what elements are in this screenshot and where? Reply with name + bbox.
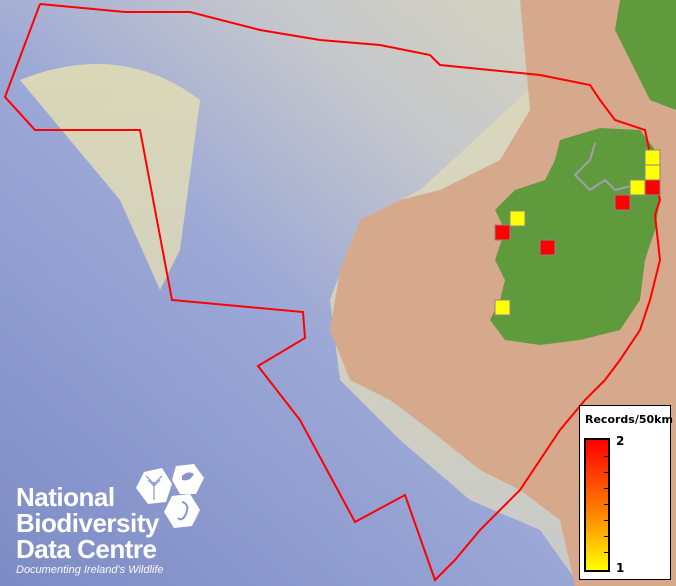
nbdc-logo: National Biodiversity Data Centre Docume… [16, 484, 164, 576]
record-cell[interactable] [494, 224, 511, 241]
logo-tagline: Documenting Ireland's Wildlife [16, 564, 164, 576]
logo-hexagons-icon [136, 464, 204, 528]
record-cell[interactable] [644, 164, 661, 181]
record-cell[interactable] [614, 194, 631, 211]
eez-boundary [3, 3, 662, 582]
legend: Records/50km 2 1 [579, 405, 673, 580]
record-cell[interactable] [644, 179, 661, 196]
ireland [490, 128, 660, 345]
record-cell[interactable] [539, 239, 556, 256]
legend-color-ramp [584, 438, 610, 572]
scotland-fragment [615, 0, 676, 110]
legend-min-label: 1 [616, 561, 625, 575]
ni-border-line [573, 142, 636, 192]
record-cell[interactable] [644, 149, 661, 166]
logo-line-3: Data Centre [16, 534, 157, 564]
record-cell[interactable] [509, 210, 526, 227]
record-cell[interactable] [629, 179, 646, 196]
legend-title: Records/50km [585, 413, 673, 426]
logo-line-1: National [16, 482, 115, 512]
record-cell[interactable] [494, 299, 511, 316]
logo-line-2: Biodiversity [16, 508, 159, 538]
legend-max-label: 2 [616, 434, 625, 448]
